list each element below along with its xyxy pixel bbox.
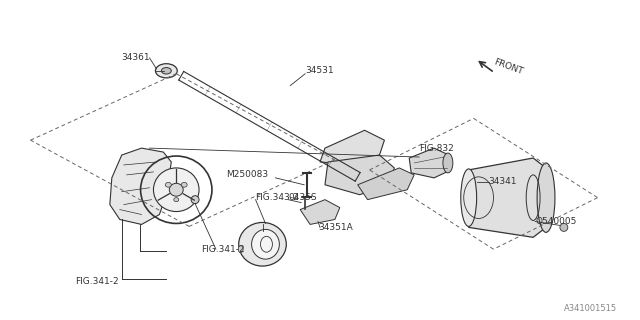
Ellipse shape — [174, 198, 179, 202]
Polygon shape — [320, 130, 385, 165]
Polygon shape — [325, 155, 394, 195]
Polygon shape — [358, 168, 414, 200]
Text: FIG.341-2: FIG.341-2 — [75, 277, 119, 286]
Ellipse shape — [165, 182, 172, 187]
Ellipse shape — [443, 153, 453, 173]
Text: FIG.832: FIG.832 — [419, 144, 454, 153]
Circle shape — [560, 223, 568, 231]
Ellipse shape — [170, 183, 183, 196]
Text: 34351A: 34351A — [318, 223, 353, 232]
Text: 34361: 34361 — [121, 53, 150, 62]
Polygon shape — [300, 200, 340, 224]
Ellipse shape — [238, 246, 243, 253]
Ellipse shape — [461, 169, 477, 227]
Text: 34531: 34531 — [305, 66, 333, 75]
Ellipse shape — [252, 229, 279, 259]
Text: FRONT: FRONT — [493, 57, 524, 76]
Ellipse shape — [154, 168, 199, 212]
Text: FIG.343-2: FIG.343-2 — [255, 193, 299, 202]
Polygon shape — [468, 158, 546, 237]
Text: 34341: 34341 — [488, 177, 517, 186]
Text: Q540005: Q540005 — [535, 217, 577, 226]
Text: M250083: M250083 — [227, 170, 268, 180]
Text: 0435S: 0435S — [288, 193, 317, 202]
Polygon shape — [409, 148, 449, 178]
Ellipse shape — [156, 64, 177, 78]
Ellipse shape — [537, 163, 555, 232]
Text: A341001515: A341001515 — [564, 304, 618, 313]
Ellipse shape — [191, 196, 199, 204]
Ellipse shape — [239, 222, 286, 266]
Text: FIG.341-2: FIG.341-2 — [201, 245, 244, 254]
Polygon shape — [110, 148, 172, 224]
Ellipse shape — [181, 182, 187, 187]
Ellipse shape — [161, 68, 172, 74]
